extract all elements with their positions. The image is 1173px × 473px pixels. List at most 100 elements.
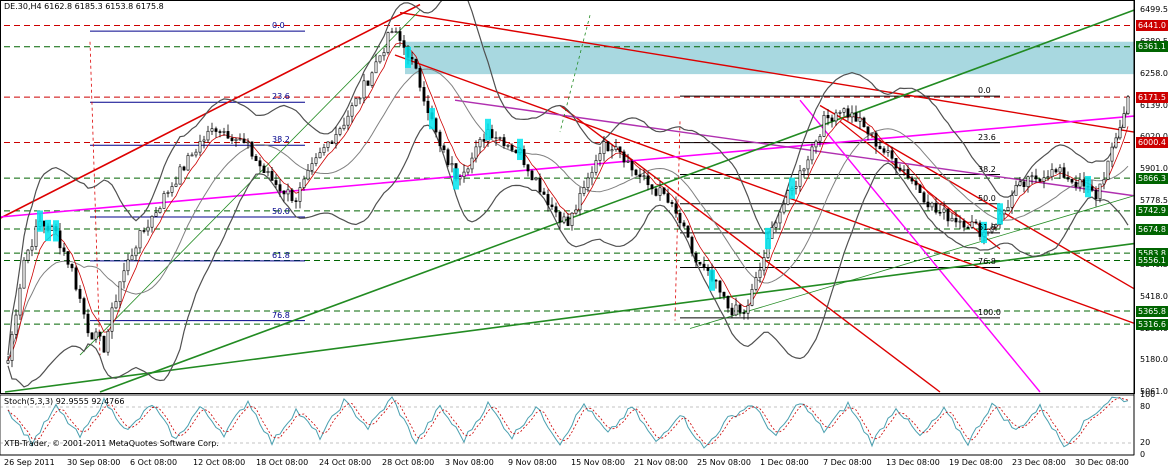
- candle-body: [374, 61, 378, 74]
- candle-body: [650, 184, 654, 190]
- price-level-badge: 6441.0: [1136, 20, 1168, 32]
- trend-line[interactable]: [454, 99, 1135, 197]
- candle-body: [302, 178, 306, 188]
- stoch-label: Stoch(5,3,3) 92.9555 92.4766: [4, 397, 125, 406]
- candle-body: [954, 217, 958, 223]
- candle-body: [1034, 175, 1038, 180]
- candle-body: [702, 263, 706, 268]
- candle-body: [402, 40, 406, 48]
- candle-body: [190, 154, 194, 157]
- trend-line[interactable]: [394, 54, 1135, 324]
- candle-body: [258, 160, 262, 167]
- candle-body: [514, 149, 518, 153]
- candle-body: [902, 169, 906, 171]
- candle-body: [938, 211, 942, 214]
- candle-body: [1046, 176, 1050, 179]
- candle-body: [1122, 113, 1126, 128]
- candle-body: [598, 153, 602, 161]
- candle-body: [850, 112, 854, 118]
- candle-body: [26, 249, 30, 261]
- candle-body: [498, 137, 502, 139]
- candle-body: [242, 138, 246, 143]
- candle-body: [110, 307, 114, 332]
- candle-body: [250, 141, 254, 157]
- candle-body: [114, 301, 118, 309]
- candle-body: [222, 131, 226, 133]
- trend-line[interactable]: [0, 3, 421, 220]
- stoch-tick-label: 0: [1140, 450, 1146, 459]
- time-tick-label: 30 Dec 08:00: [1075, 458, 1129, 467]
- time-tick-label: 9 Nov 08:00: [508, 458, 557, 467]
- trend-line[interactable]: [399, 11, 1135, 133]
- candle-body: [154, 212, 158, 217]
- candle-body: [546, 194, 550, 206]
- trend-line[interactable]: [689, 195, 1135, 329]
- candle-body: [98, 331, 102, 337]
- candle-body: [782, 203, 786, 213]
- candle-body: [826, 114, 830, 119]
- candle-body: [74, 267, 78, 290]
- candle-body: [898, 167, 902, 171]
- candle-body: [622, 151, 626, 163]
- candle-body: [798, 170, 802, 187]
- candle-body: [434, 118, 438, 133]
- price-tick-label: 6499.5: [1140, 5, 1168, 14]
- price-level-badge: 5674.8: [1136, 223, 1168, 235]
- candle-body: [1082, 179, 1086, 187]
- candle-body: [774, 222, 778, 228]
- signal-marker: [981, 221, 987, 244]
- candle-body: [794, 186, 798, 189]
- candle-body: [1114, 137, 1118, 148]
- candle-body: [918, 184, 922, 193]
- candle-body: [638, 174, 642, 177]
- candle-body: [558, 211, 562, 223]
- time-tick-label: 18 Oct 08:00: [256, 458, 309, 467]
- signal-marker: [37, 210, 43, 232]
- candle-body: [122, 270, 126, 283]
- dotted-vertical-line: [89, 41, 101, 356]
- trend-line[interactable]: [4, 242, 1135, 393]
- candle-body: [234, 138, 238, 141]
- candle-body: [742, 312, 746, 314]
- candle-body: [882, 148, 886, 153]
- trend-line[interactable]: [0, 115, 1135, 218]
- candle-body: [662, 187, 666, 194]
- candle-body: [78, 288, 82, 299]
- candle-body: [1002, 210, 1006, 215]
- trend-line[interactable]: [799, 99, 1041, 393]
- fib-label-left: 23.6: [272, 92, 290, 102]
- candle-body: [838, 112, 842, 114]
- candle-body: [950, 217, 954, 222]
- price-level-badge: 5742.9: [1136, 205, 1168, 217]
- candle-body: [322, 147, 326, 153]
- fib-label-right: 23.6: [978, 132, 996, 142]
- candle-body: [894, 158, 898, 169]
- candle-body: [126, 259, 130, 272]
- candle-body: [206, 130, 210, 141]
- price-level-badge: 5316.6: [1136, 318, 1168, 330]
- candle-body: [1098, 183, 1102, 200]
- candle-body: [646, 175, 650, 186]
- price-level-badge: 5556.1: [1136, 255, 1168, 267]
- fib-label-left: 76.8: [272, 310, 290, 320]
- candle-body: [42, 220, 46, 227]
- bollinger-middle: [7, 68, 1129, 361]
- time-tick-label: 28 Oct 08:00: [382, 458, 435, 467]
- signal-marker: [1085, 175, 1091, 198]
- signal-marker: [765, 227, 771, 250]
- candle-body: [606, 141, 610, 152]
- trend-line[interactable]: [99, 9, 1135, 393]
- candle-body: [1066, 177, 1070, 180]
- candle-body: [654, 188, 658, 196]
- price-level-badge: 6000.4: [1136, 137, 1168, 149]
- candle-body: [438, 131, 442, 147]
- time-tick-label: 19 Dec 08:00: [949, 458, 1003, 467]
- candle-body: [226, 131, 230, 139]
- candle-body: [366, 80, 370, 86]
- candle-body: [810, 146, 814, 161]
- candle-body: [394, 31, 398, 33]
- price-level-badge: 6171.5: [1136, 91, 1168, 103]
- candle-body: [494, 137, 498, 139]
